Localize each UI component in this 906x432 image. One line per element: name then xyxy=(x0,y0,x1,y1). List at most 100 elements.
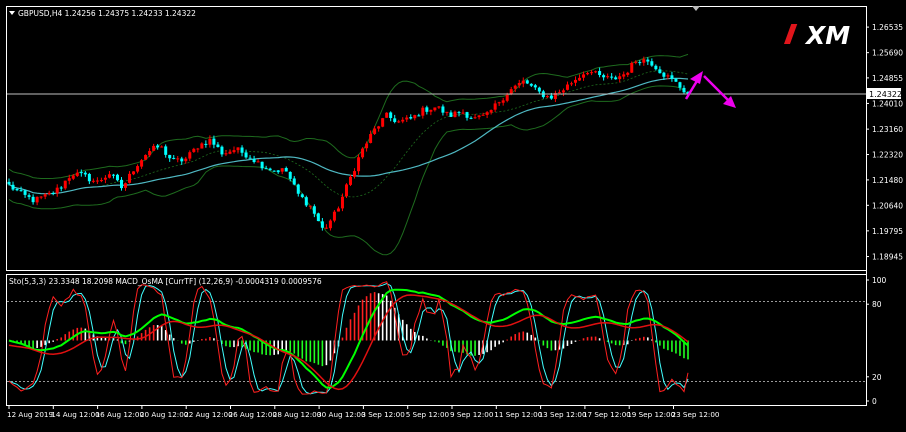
candle-body xyxy=(19,190,23,192)
osc-tick-label: 0 xyxy=(872,397,877,406)
candle-body xyxy=(602,75,606,78)
time-tick-label: 9 Sep 12:00 xyxy=(450,410,494,419)
candle-body xyxy=(260,161,264,169)
candle-body xyxy=(610,76,614,78)
symbol-dropdown-icon[interactable] xyxy=(9,11,15,15)
candle-body xyxy=(353,171,357,177)
upper-band xyxy=(8,53,689,179)
candle-body xyxy=(598,71,602,76)
candle-body xyxy=(574,79,578,83)
candle-body xyxy=(99,180,103,182)
candle-body xyxy=(385,112,389,118)
candle-body xyxy=(272,170,276,172)
candle-body xyxy=(606,76,610,78)
candle-body xyxy=(497,102,501,104)
chart-shift-marker[interactable] xyxy=(692,6,700,11)
time-tick-label: 3 Sep 12:00 xyxy=(361,410,405,419)
candle-body xyxy=(533,85,537,88)
candle-body xyxy=(477,115,481,118)
time-tick-label: 26 Aug 12:00 xyxy=(229,410,278,419)
candle-body xyxy=(594,71,598,73)
price-tick-label: 1.18945 xyxy=(872,253,903,262)
candle-body xyxy=(212,138,216,145)
candle-body xyxy=(449,112,453,117)
candle-body xyxy=(184,158,188,162)
candle-body xyxy=(437,106,441,108)
time-tick-label: 23 Sep 12:00 xyxy=(672,410,720,419)
candle-body xyxy=(300,194,304,198)
price-axis: 1.26535 1.25690 1.24855 1.24010 1.23160 1.223… xyxy=(866,23,903,262)
candle-body xyxy=(614,77,618,80)
candle-body xyxy=(35,196,39,203)
candle-body xyxy=(320,221,324,228)
candle-body xyxy=(489,110,493,113)
macd-line xyxy=(8,288,689,389)
candle-body xyxy=(176,158,180,160)
candle-body xyxy=(578,77,582,81)
candle-body xyxy=(517,83,521,86)
candle-body xyxy=(47,192,51,195)
candle-body xyxy=(132,171,136,175)
candle-body xyxy=(457,112,461,114)
candle-body xyxy=(31,196,35,203)
candle-body xyxy=(107,174,111,178)
candle-body xyxy=(441,106,445,113)
candle-body xyxy=(67,178,71,181)
candle-body xyxy=(140,160,144,167)
candle-body xyxy=(433,107,437,111)
candle-body xyxy=(152,145,156,151)
candle-body xyxy=(23,190,27,195)
candle-body xyxy=(172,157,176,159)
candle-body xyxy=(481,114,485,116)
candle-body xyxy=(324,227,328,229)
candle-body xyxy=(365,143,369,149)
candle-body xyxy=(493,103,497,110)
candle-body xyxy=(268,168,272,171)
time-tick-label: 17 Sep 12:00 xyxy=(583,410,631,419)
candle-body xyxy=(328,220,332,229)
candle-body xyxy=(513,85,517,89)
candle-body xyxy=(83,172,87,175)
candlesticks[interactable] xyxy=(7,56,690,231)
time-tick-label: 5 Sep 12:00 xyxy=(406,410,450,419)
time-tick-label: 19 Sep 12:00 xyxy=(627,410,675,419)
macd-signal-line xyxy=(8,294,689,391)
candle-body xyxy=(200,143,204,149)
candle-body xyxy=(111,174,115,176)
candle-body xyxy=(658,69,662,74)
price-tick-label: 1.24010 xyxy=(872,99,903,108)
sub-pane-title: Sto(5,3,3) 23.3348 18.2098 MACD_OsMA [Cu… xyxy=(9,277,322,286)
candle-body xyxy=(115,174,119,181)
candle-body xyxy=(630,62,634,73)
down-arrow-shaft xyxy=(703,75,731,103)
osc-tick-label: 80 xyxy=(872,300,882,309)
candle-body xyxy=(654,65,658,70)
candle-body xyxy=(473,117,477,119)
candle-body xyxy=(308,205,312,207)
candle-body xyxy=(27,195,31,197)
candle-body xyxy=(39,196,43,198)
down-arrow-head xyxy=(723,96,736,108)
projection-arrows xyxy=(684,71,736,108)
candle-body xyxy=(59,187,63,189)
candle-body xyxy=(642,59,646,63)
candle-body xyxy=(682,87,686,93)
up-arrow-head xyxy=(690,71,703,84)
candle-body xyxy=(622,74,626,77)
candle-body xyxy=(445,111,449,113)
candle-body xyxy=(316,213,320,222)
candle-body xyxy=(678,82,682,88)
candle-body xyxy=(228,151,232,154)
candle-body xyxy=(389,112,393,119)
candle-body xyxy=(124,183,128,188)
candle-body xyxy=(553,93,557,100)
candle-body xyxy=(417,115,421,117)
candle-body xyxy=(332,211,336,221)
candle-body xyxy=(545,96,549,98)
candle-body xyxy=(340,196,344,209)
candle-body xyxy=(469,117,473,119)
price-tick-label: 1.19795 xyxy=(872,227,903,236)
candle-body xyxy=(662,72,666,77)
